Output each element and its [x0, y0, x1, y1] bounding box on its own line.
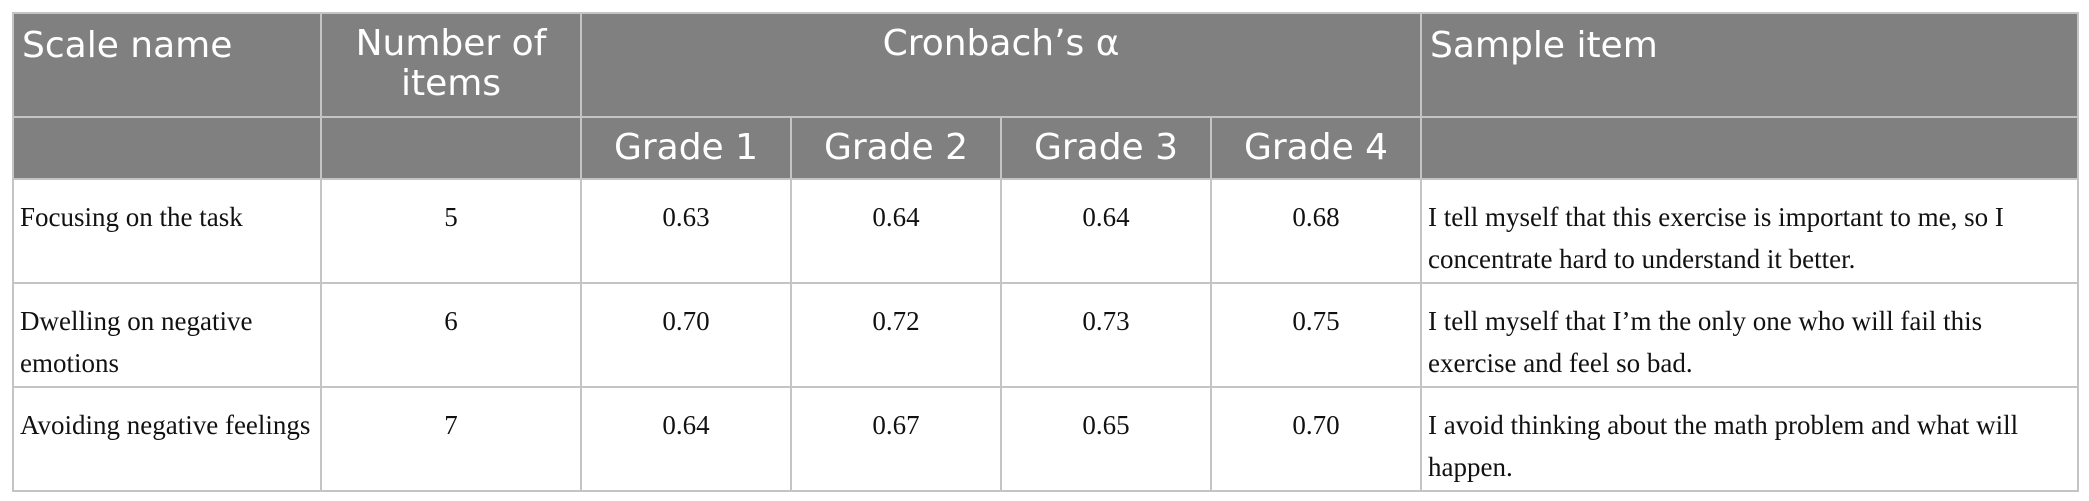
alpha-grade-1-cell: 0.70 — [580, 282, 792, 388]
alpha-grade-2-cell: 0.72 — [790, 282, 1002, 388]
header-row-1: Scale name Number of items Cronbach’s α … — [12, 12, 2080, 118]
scale-name-cell: Avoiding negative feelings — [12, 386, 322, 492]
alpha-grade-4-cell: 0.75 — [1209, 282, 1423, 388]
header-row-2: Grade 1 Grade 2 Grade 3 Grade 4 — [12, 116, 2080, 180]
sample-item-cell: I avoid thinking about the math problem … — [1420, 386, 2080, 492]
header-scale-name: Scale name — [12, 12, 322, 118]
alpha-grade-2-cell: 0.67 — [790, 386, 1002, 492]
header-cronbach-alpha: Cronbach’s α — [579, 12, 1423, 118]
sample-item-cell: I tell myself that I’m the only one who … — [1420, 282, 2080, 388]
number-of-items-cell: 6 — [320, 282, 582, 388]
header-empty-cell — [320, 116, 582, 180]
header-grade-1: Grade 1 — [580, 116, 792, 180]
alpha-grade-4-cell: 0.70 — [1209, 386, 1423, 492]
alpha-grade-4-cell: 0.68 — [1209, 178, 1423, 284]
table-row: Avoiding negative feelings 7 0.64 0.67 0… — [12, 386, 2080, 492]
header-grade-3: Grade 3 — [1000, 116, 1212, 180]
header-empty-cell — [12, 116, 322, 180]
alpha-grade-3-cell: 0.73 — [1000, 282, 1212, 388]
table-row: Dwelling on negative emotions 6 0.70 0.7… — [12, 282, 2080, 388]
alpha-grade-2-cell: 0.64 — [790, 178, 1002, 284]
alpha-grade-1-cell: 0.63 — [580, 178, 792, 284]
scales-table: Scale name Number of items Cronbach’s α … — [12, 12, 2080, 492]
header-sample-item: Sample item — [1420, 12, 2080, 118]
number-of-items-cell: 7 — [320, 386, 582, 492]
table-row: Focusing on the task 5 0.63 0.64 0.64 0.… — [12, 178, 2080, 284]
alpha-grade-1-cell: 0.64 — [580, 386, 792, 492]
header-empty-cell — [1420, 116, 2080, 180]
header-grade-2: Grade 2 — [790, 116, 1002, 180]
alpha-grade-3-cell: 0.65 — [1000, 386, 1212, 492]
alpha-grade-3-cell: 0.64 — [1000, 178, 1212, 284]
number-of-items-cell: 5 — [320, 178, 582, 284]
scale-name-cell: Focusing on the task — [12, 178, 322, 284]
scale-name-cell: Dwelling on negative emotions — [12, 282, 322, 388]
header-number-of-items: Number of items — [320, 12, 582, 118]
table-container: Scale name Number of items Cronbach’s α … — [12, 12, 2080, 492]
sample-item-cell: I tell myself that this exercise is impo… — [1420, 178, 2080, 284]
header-grade-4: Grade 4 — [1209, 116, 1423, 180]
